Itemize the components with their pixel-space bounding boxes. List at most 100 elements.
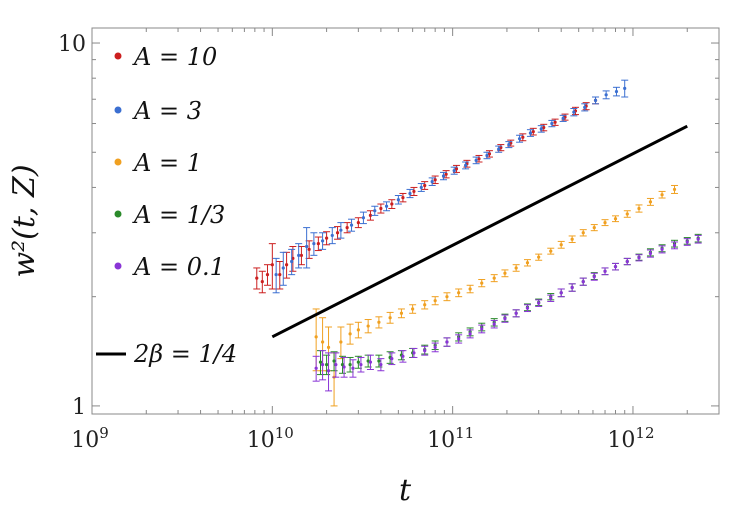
data-point (356, 360, 360, 364)
data-point (419, 185, 423, 190)
data-point (377, 359, 381, 363)
legend-item: A = 1 (114, 149, 202, 177)
legend-item: A = 0.1 (114, 253, 225, 281)
data-point (581, 280, 585, 284)
data-point (299, 253, 304, 257)
data-point (592, 275, 596, 279)
data-point (255, 276, 259, 280)
data-point (314, 366, 318, 370)
y-tick-labels: 1 10 (58, 32, 86, 420)
legend-item: A = 1/3 (114, 201, 225, 229)
data-point (274, 273, 278, 277)
data-point (561, 116, 565, 120)
data-point (625, 259, 629, 264)
data-point (549, 249, 553, 253)
data-point (320, 362, 325, 367)
data-point (531, 130, 535, 134)
data-point (408, 191, 412, 196)
x-tick-label: 1011 (427, 424, 474, 453)
x-tick-labels: 109 1010 1011 1012 (71, 424, 654, 453)
data-point (559, 291, 563, 295)
data-point (592, 226, 596, 230)
data-point (441, 174, 446, 178)
data-point (468, 332, 472, 336)
data-point (270, 263, 274, 267)
data-point (454, 167, 459, 171)
data-point (445, 295, 449, 299)
data-point (525, 306, 530, 310)
data-point (430, 180, 434, 184)
data-point (290, 259, 294, 264)
data-point (480, 281, 484, 285)
legend-label: A = 1/3 (132, 201, 225, 229)
data-point (514, 311, 518, 315)
data-point (325, 362, 329, 367)
data-point (339, 340, 343, 344)
data-point (326, 345, 331, 349)
data-point (356, 220, 360, 225)
data-point (549, 296, 553, 300)
data-point (507, 142, 511, 147)
legend-item: A = 3 (114, 97, 202, 125)
legend-marker (114, 106, 122, 114)
data-point (539, 127, 543, 131)
data-point (325, 236, 329, 240)
data-point (340, 362, 345, 367)
data-point (399, 311, 404, 315)
data-point (474, 158, 478, 162)
data-point (514, 266, 518, 270)
data-point (366, 324, 370, 328)
data-point (345, 226, 349, 230)
data-point (401, 196, 405, 200)
x-tick-label: 1010 (247, 424, 294, 453)
legend-label: A = 3 (132, 97, 202, 125)
data-point (401, 354, 405, 358)
data-point (648, 200, 653, 204)
data-point (660, 247, 664, 251)
data-point (412, 351, 416, 355)
data-point (342, 365, 346, 369)
legend-item: A = 10 (114, 43, 217, 71)
data-point (570, 237, 574, 241)
data-point (379, 362, 383, 367)
reference-line-layer (271, 124, 688, 339)
data-point (444, 172, 448, 176)
data-point (359, 362, 363, 367)
data-point (281, 266, 285, 270)
x-tick-label: 109 (71, 424, 109, 453)
data-point (334, 362, 338, 367)
data-point (570, 285, 574, 290)
data-point (487, 152, 492, 156)
data-point (348, 362, 352, 367)
data-point (445, 340, 449, 344)
data-point (613, 265, 618, 269)
data-point (503, 317, 507, 321)
data-point (318, 360, 323, 364)
data-point (696, 237, 700, 241)
data-point (307, 247, 311, 251)
data-point (390, 202, 394, 206)
legend-label: A = 0.1 (132, 253, 225, 281)
data-point (525, 261, 530, 265)
data-point (265, 273, 270, 277)
data-point (433, 178, 437, 182)
data-point (660, 193, 664, 197)
reference-line (271, 124, 688, 339)
data-point (559, 243, 563, 247)
data-point (672, 243, 677, 247)
data-point (433, 299, 437, 303)
data-point (351, 366, 355, 370)
data-point (368, 360, 373, 364)
legend-marker (114, 210, 122, 218)
data-point (537, 301, 541, 305)
data-point (348, 332, 352, 336)
legend-item: 2β = 1/4 (96, 340, 237, 368)
data-point (497, 147, 501, 151)
data-point (412, 189, 416, 194)
data-point (396, 198, 400, 202)
legend-marker (114, 52, 122, 60)
data-point (423, 349, 427, 353)
data-point (297, 253, 301, 257)
data-point (314, 335, 318, 339)
data-point (339, 228, 343, 232)
